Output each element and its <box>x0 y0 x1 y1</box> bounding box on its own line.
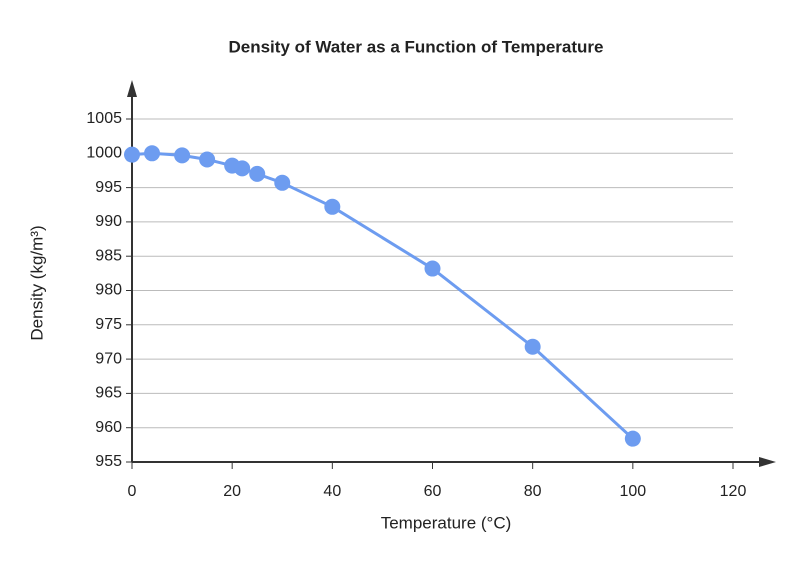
chart-title: Density of Water as a Function of Temper… <box>228 37 603 56</box>
data-point <box>124 146 140 163</box>
data-point <box>524 338 541 355</box>
y-tick-label: 965 <box>95 385 122 402</box>
y-tick-label: 955 <box>95 453 122 470</box>
y-tick-label: 985 <box>95 247 122 264</box>
x-tick-label: 40 <box>323 483 341 500</box>
y-axis-label: Density (kg/m³) <box>27 225 46 340</box>
x-tick-label: 80 <box>524 483 542 500</box>
data-point <box>624 430 641 447</box>
data-point <box>274 174 291 191</box>
grid <box>132 118 733 463</box>
y-tick-label: 975 <box>95 316 122 333</box>
x-tick-label: 20 <box>223 483 241 500</box>
data-point <box>424 260 441 277</box>
y-tick-label: 990 <box>95 213 122 230</box>
data-point <box>324 198 341 215</box>
data-point <box>199 151 216 168</box>
y-tick-label: 1005 <box>86 110 122 127</box>
y-tick-label: 970 <box>95 350 122 367</box>
series-line <box>131 151 634 440</box>
data-point <box>234 160 251 177</box>
x-tick-label: 60 <box>424 483 442 500</box>
x-tick-label: 100 <box>619 483 646 500</box>
y-tick-label: 1000 <box>86 145 122 162</box>
y-tick-label: 980 <box>95 282 122 299</box>
x-tick-label: 0 <box>128 483 137 500</box>
data-point <box>249 165 266 182</box>
y-tick-label: 960 <box>95 419 122 436</box>
x-tick-label: 120 <box>720 483 747 500</box>
data-point <box>174 147 191 164</box>
x-axis-arrow <box>759 457 776 467</box>
x-axis-label: Temperature (°C) <box>381 513 512 532</box>
data-point <box>144 145 161 162</box>
y-axis-arrow <box>127 80 137 97</box>
y-tick-label: 995 <box>95 179 122 196</box>
